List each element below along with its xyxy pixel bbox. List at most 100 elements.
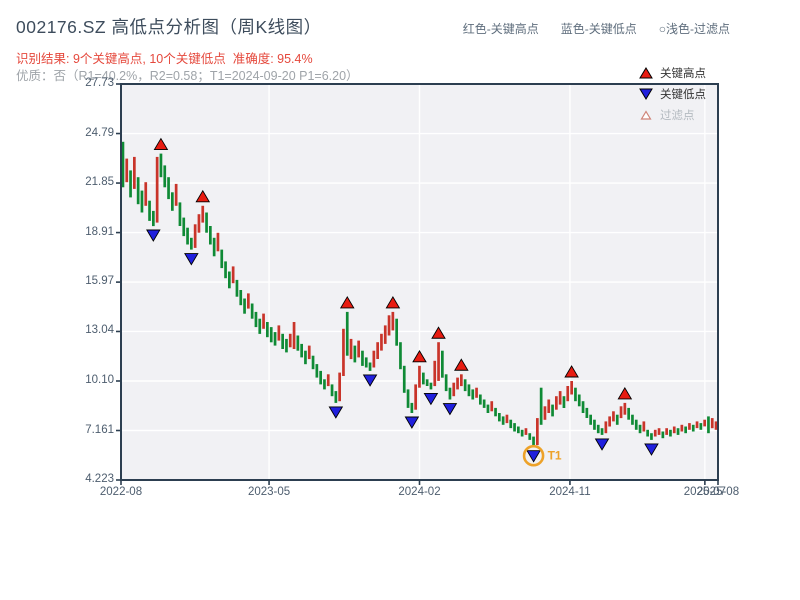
candle-bar [262,313,265,329]
candle-bar [703,419,706,427]
candle-bar [296,335,300,351]
candle-bar [364,357,368,368]
candle-bar [695,421,699,429]
candle-bar [235,279,239,297]
candle-bar [600,428,604,435]
legend-item-key-low: 关键低点 [639,83,706,104]
candle-bar [482,399,486,408]
candle-bar [642,421,646,432]
candle-bar [596,424,600,434]
candle-bar [228,271,231,289]
candle-bar [304,350,307,365]
legend-item-filter: 过滤点 [639,104,706,125]
key-low-marker [594,438,610,451]
candle-bar [307,345,311,360]
candle-bar [399,342,402,370]
candle-bar [285,338,288,353]
candle-bar [395,318,398,346]
candle-bar [501,416,505,425]
candle-bar [311,355,315,370]
candle-bar [661,431,665,439]
candle-bar [212,237,216,257]
candle-bar [634,419,638,430]
key-low-marker [362,374,378,387]
candle-bar [224,261,227,279]
key-low-marker [328,406,344,419]
candle-bar [121,141,125,188]
legend-item-key-high: 关键高点 [639,62,706,83]
candle-bar [581,401,585,413]
candle-bar [250,303,254,319]
key-high-marker [153,137,169,151]
candle-bar [273,332,277,346]
candle-bar [437,342,440,381]
candle-bar [452,382,456,397]
candle-bar [699,423,703,430]
candle-bar [627,407,630,420]
candle-bar [471,389,475,400]
candle-bar [330,384,334,397]
t1-label: T1 [548,449,562,463]
candle-bar [129,170,132,198]
candle-bar [418,365,421,388]
triangle-open-icon [640,109,652,120]
candle-bar [691,424,695,432]
candle-bar [688,423,691,430]
key-high-marker [195,189,211,203]
key-high-marker [412,349,427,363]
candle-bar [319,370,322,385]
candle-bar [205,212,208,233]
candle-bar [653,429,657,437]
candle-bar [710,418,714,429]
triangle-up-icon [639,66,653,78]
candle-bar [650,433,653,440]
candle-bar [441,350,444,378]
candle-bar [532,436,535,447]
candle-bar [714,421,718,430]
candle-bar [460,374,463,387]
candle-bar [357,340,360,358]
candle-bar [615,414,619,425]
candle-bar [707,416,710,434]
candle-bar [684,426,687,434]
candle-bar [277,325,281,341]
candle-bar [414,384,417,410]
candle-bar [174,183,178,206]
candle-bar [159,153,163,178]
candle-bar [479,394,482,405]
candle-bar [334,391,338,403]
recognition-result-text: 识别结果: 9个关键高点, 10个关键低点 准确度: 95.4% [16,52,313,66]
color-legend-filter: ○浅色-过滤点 [658,22,730,36]
key-low-marker [526,450,541,463]
candle-bar [448,387,452,400]
candle-bar [201,205,205,223]
candle-bar [155,156,159,223]
candle-bar [513,423,516,432]
candle-bar [288,333,292,348]
candle-bar [604,421,608,434]
candle-bar [665,428,668,435]
candle-bar [558,391,562,405]
candle-bar [216,232,220,252]
candle-bar [300,343,303,358]
candle-bar [361,350,364,366]
candle-bar [383,325,387,344]
candle-bar [509,419,513,429]
candle-bar [577,394,581,407]
candle-bar [387,315,391,336]
key-high-marker [385,296,401,309]
legend-label-key-high: 关键高点 [660,67,706,80]
candle-bar [444,374,448,392]
candle-bar [680,424,684,432]
candle-bar [539,387,543,425]
candle-bar [182,217,186,237]
candle-bar [669,429,672,437]
candle-bar [574,387,577,402]
candle-bar [186,227,189,245]
candle-bar [475,387,478,398]
candle-bar [380,333,383,351]
candle-bar [342,328,345,376]
candle-bar [406,389,410,408]
candle-bar [570,381,573,395]
